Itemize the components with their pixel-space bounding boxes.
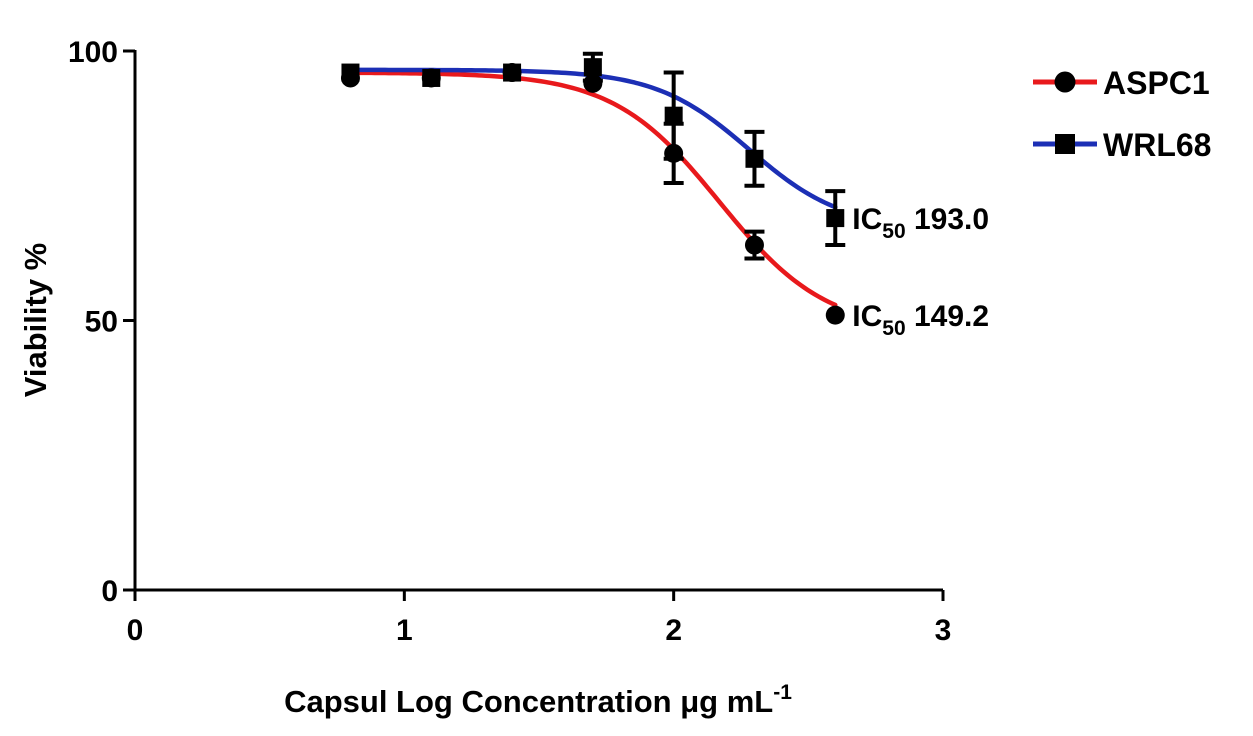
y-tick-label-1: 50 bbox=[85, 306, 118, 339]
ic50-value: 193.0 bbox=[906, 203, 989, 236]
ic50-prefix: IC bbox=[852, 203, 882, 236]
point-wrl68-5 bbox=[745, 149, 764, 168]
point-wrl68-3 bbox=[583, 58, 602, 77]
ic50-subscript: 50 bbox=[882, 220, 905, 243]
point-wrl68-6 bbox=[826, 209, 845, 228]
fit-curve-aspc1 bbox=[348, 70, 838, 308]
point-aspc1-3 bbox=[583, 73, 603, 93]
x-axis-title-main: Capsul Log Concentration μg mL bbox=[284, 684, 773, 719]
legend: ASPC1 WRL68 bbox=[1033, 65, 1211, 163]
point-aspc1-5 bbox=[744, 235, 764, 255]
x-axis-title: Capsul Log Concentration μg mL-1 bbox=[284, 681, 792, 719]
legend-label-wrl68: WRL68 bbox=[1103, 127, 1211, 163]
x-tick-label-2: 2 bbox=[665, 614, 682, 647]
x-tick-label-0: 0 bbox=[127, 614, 144, 647]
axes: 0 1 2 3 0 50 100 bbox=[68, 36, 951, 647]
data-points bbox=[340, 51, 846, 325]
point-aspc1-6 bbox=[825, 305, 845, 325]
ic50-label-aspc1: IC50 149.2 bbox=[852, 300, 989, 340]
legend-marker-wrl68 bbox=[1055, 134, 1075, 154]
ic50-subscript: 50 bbox=[882, 317, 905, 340]
x-tick-label-3: 3 bbox=[935, 614, 952, 647]
point-wrl68-2 bbox=[503, 63, 522, 82]
ic50-value: 149.2 bbox=[906, 300, 989, 333]
ic50-prefix: IC bbox=[852, 300, 882, 333]
ic50-label-wrl68: IC50 193.0 bbox=[852, 203, 989, 243]
y-axis-title: Viability % bbox=[18, 243, 53, 398]
legend-marker-aspc1 bbox=[1054, 71, 1076, 93]
y-tick-label-0: 0 bbox=[101, 575, 118, 608]
legend-label-aspc1: ASPC1 bbox=[1103, 65, 1210, 101]
y-tick-label-2: 100 bbox=[68, 36, 118, 69]
x-tick-label-1: 1 bbox=[396, 614, 413, 647]
x-axis-title-superscript: -1 bbox=[773, 681, 792, 704]
point-wrl68-4 bbox=[664, 106, 683, 125]
point-wrl68-1 bbox=[422, 68, 441, 87]
point-wrl68-0 bbox=[341, 63, 360, 82]
